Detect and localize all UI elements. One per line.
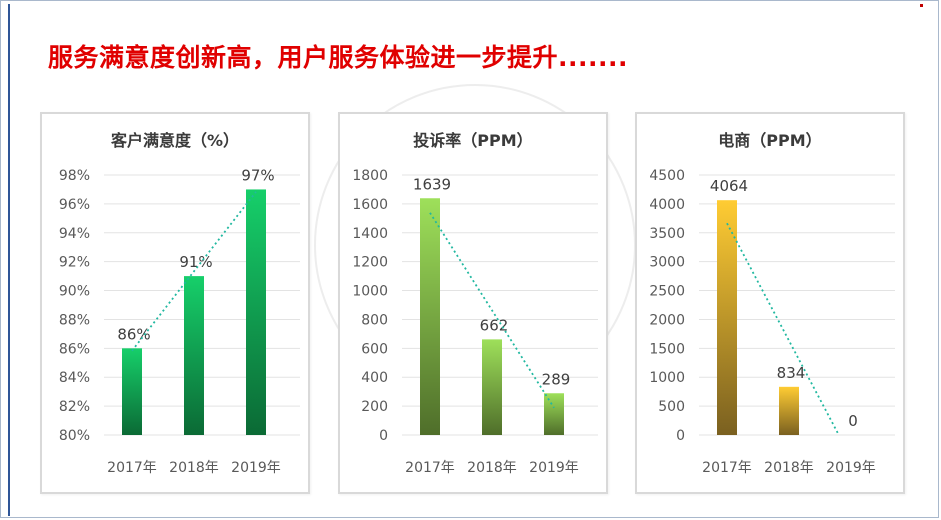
trendline bbox=[429, 212, 555, 409]
y-tick-label: 1500 bbox=[649, 341, 685, 357]
chart-panel-complaint-rate: 投诉率（PPM） 0 200 400 600 800 1000 1200 1400 1600 180… bbox=[338, 112, 608, 494]
bar bbox=[482, 339, 502, 435]
y-tick-label: 2500 bbox=[649, 284, 685, 300]
y-tick-label: 1000 bbox=[352, 284, 388, 300]
data-label: 97% bbox=[241, 166, 274, 184]
y-tick-label: 200 bbox=[361, 399, 388, 415]
y-tick-label: 1200 bbox=[352, 255, 388, 271]
x-tick-label: 2018年 bbox=[467, 460, 517, 476]
bar bbox=[717, 200, 737, 435]
chart-title: 电商（PPM） bbox=[718, 131, 821, 150]
chart-title: 客户满意度（%） bbox=[111, 131, 239, 150]
y-tick-label: 1800 bbox=[352, 168, 388, 184]
x-tick-label: 2019年 bbox=[826, 460, 876, 476]
data-label: 834 bbox=[777, 364, 806, 382]
x-tick-label: 2018年 bbox=[764, 460, 814, 476]
x-tick-label: 2017年 bbox=[702, 460, 752, 476]
y-tick-label: 400 bbox=[361, 370, 388, 386]
data-label: 289 bbox=[542, 370, 571, 388]
y-tick-label: 4000 bbox=[649, 197, 685, 213]
x-tick-label: 2017年 bbox=[107, 460, 157, 476]
data-label: 91% bbox=[179, 253, 212, 271]
y-tick-label: 600 bbox=[361, 341, 388, 357]
y-tick-label: 86% bbox=[59, 341, 90, 357]
x-tick-label: 2017年 bbox=[405, 460, 455, 476]
slide-corner-mark bbox=[920, 4, 923, 7]
x-tick-label: 2019年 bbox=[529, 460, 579, 476]
y-tick-label: 94% bbox=[59, 226, 90, 242]
y-tick-label: 84% bbox=[59, 370, 90, 386]
y-tick-label: 98% bbox=[59, 168, 90, 184]
y-tick-label: 4500 bbox=[649, 168, 685, 184]
y-tick-label: 88% bbox=[59, 312, 90, 328]
y-tick-label: 3000 bbox=[649, 255, 685, 271]
x-tick-label: 2018年 bbox=[169, 460, 219, 476]
y-tick-label: 80% bbox=[59, 428, 90, 444]
y-tick-label: 500 bbox=[658, 399, 685, 415]
slide-headline: 服务满意度创新高，用户服务体验进一步提升....... bbox=[48, 43, 628, 72]
bar bbox=[246, 189, 266, 435]
bar bbox=[184, 276, 204, 435]
chart-title: 投诉率（PPM） bbox=[413, 131, 532, 150]
y-tick-label: 800 bbox=[361, 312, 388, 328]
chart-panel-satisfaction: 客户满意度（%） 80% 82% 84% 86% 88% 90% 92% 94% 96% 98% 86… bbox=[40, 112, 310, 494]
y-tick-label: 82% bbox=[59, 399, 90, 415]
y-tick-label: 96% bbox=[59, 197, 90, 213]
bar bbox=[779, 386, 799, 435]
x-tick-label: 2019年 bbox=[231, 460, 281, 476]
bar bbox=[420, 198, 440, 435]
y-tick-label: 1000 bbox=[649, 370, 685, 386]
trendline bbox=[131, 191, 257, 352]
bar bbox=[544, 393, 564, 435]
y-tick-label: 3500 bbox=[649, 226, 685, 242]
y-tick-label: 92% bbox=[59, 255, 90, 271]
data-label: 662 bbox=[480, 316, 509, 334]
slide-left-rule bbox=[8, 4, 10, 516]
y-tick-label: 2000 bbox=[649, 312, 685, 328]
y-tick-label: 0 bbox=[379, 428, 388, 444]
y-tick-label: 0 bbox=[676, 428, 685, 444]
chart-ecommerce: 电商（PPM） 0 500 1000 1500 2000 2500 3000 3500 4000 4… bbox=[649, 131, 895, 476]
chart-complaint-rate: 投诉率（PPM） 0 200 400 600 800 1000 1200 1400 1600 180… bbox=[352, 131, 598, 476]
data-label: 4064 bbox=[710, 177, 748, 195]
bar bbox=[122, 348, 142, 435]
y-tick-label: 1400 bbox=[352, 226, 388, 242]
data-label: 1639 bbox=[413, 175, 451, 193]
chart-satisfaction: 客户满意度（%）80%82%84%86%88%90%92%94%96%98%86… bbox=[59, 131, 300, 476]
data-label: 0 bbox=[848, 412, 858, 430]
y-tick-label: 90% bbox=[59, 284, 90, 300]
chart-panel-ecommerce: 电商（PPM） 0 500 1000 1500 2000 2500 3000 3500 4000 4… bbox=[635, 112, 905, 494]
y-tick-label: 1600 bbox=[352, 197, 388, 213]
